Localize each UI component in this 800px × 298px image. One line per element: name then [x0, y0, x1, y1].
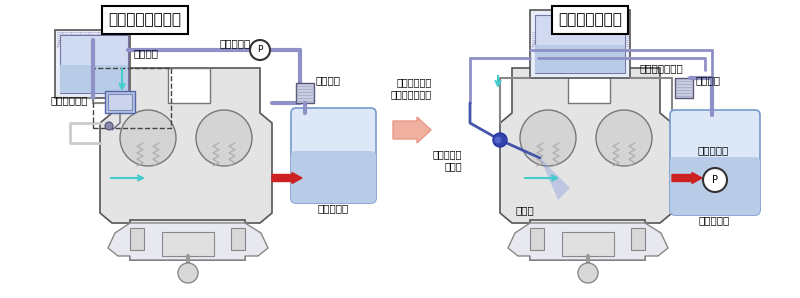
- Text: P: P: [258, 46, 262, 55]
- Bar: [530, 220, 645, 260]
- Bar: [675, 78, 693, 98]
- Text: 燃料タンク: 燃料タンク: [318, 203, 349, 213]
- Circle shape: [494, 136, 502, 144]
- Circle shape: [520, 110, 576, 166]
- Text: デリバリー
パイプ: デリバリー パイプ: [433, 149, 462, 171]
- FancyBboxPatch shape: [670, 157, 760, 215]
- FancyArrow shape: [672, 173, 702, 184]
- FancyArrow shape: [393, 117, 431, 143]
- Bar: [130, 228, 144, 250]
- Polygon shape: [540, 158, 570, 200]
- Bar: [562, 232, 614, 256]
- Polygon shape: [108, 223, 268, 260]
- FancyBboxPatch shape: [670, 110, 760, 215]
- Bar: [105, 91, 135, 113]
- Bar: [108, 94, 132, 110]
- FancyBboxPatch shape: [291, 151, 376, 203]
- Text: 燃料ポンプ: 燃料ポンプ: [220, 38, 251, 48]
- Text: 燃料タンク: 燃料タンク: [698, 215, 730, 225]
- Text: フィルタ: フィルタ: [316, 75, 341, 85]
- Circle shape: [120, 110, 176, 166]
- Bar: [130, 220, 245, 260]
- Polygon shape: [100, 68, 272, 223]
- Text: キャブレター: キャブレター: [50, 95, 88, 105]
- Circle shape: [596, 110, 652, 166]
- Bar: [60, 35, 128, 93]
- Polygon shape: [500, 68, 672, 223]
- Bar: [60, 65, 128, 93]
- Text: ポート噴射方式: ポート噴射方式: [558, 13, 622, 27]
- Circle shape: [578, 263, 598, 283]
- Circle shape: [250, 40, 270, 60]
- FancyArrow shape: [272, 173, 302, 184]
- Bar: [168, 68, 210, 103]
- Bar: [162, 232, 214, 256]
- Bar: [530, 10, 630, 78]
- Bar: [631, 228, 645, 250]
- Circle shape: [178, 263, 198, 283]
- Circle shape: [105, 122, 113, 130]
- Text: キャブレター方式: キャブレター方式: [109, 13, 182, 27]
- Bar: [568, 68, 610, 103]
- Polygon shape: [508, 223, 668, 260]
- Circle shape: [493, 133, 507, 147]
- Bar: [55, 30, 130, 98]
- Bar: [535, 15, 625, 73]
- Text: 噴射弁: 噴射弁: [516, 205, 534, 215]
- Bar: [530, 228, 544, 250]
- Circle shape: [703, 168, 727, 192]
- Bar: [296, 83, 314, 103]
- Text: 燃料ポンプ: 燃料ポンプ: [698, 145, 730, 155]
- Circle shape: [196, 110, 252, 166]
- Text: プレッシャー
レギュレーター: プレッシャー レギュレーター: [391, 77, 432, 99]
- Text: フィルタ: フィルタ: [695, 75, 720, 85]
- FancyBboxPatch shape: [291, 108, 376, 203]
- Bar: [93, 68, 171, 128]
- Bar: [231, 228, 245, 250]
- Bar: [535, 45, 625, 73]
- Text: リターンパイプ: リターンパイプ: [640, 63, 684, 73]
- Text: P: P: [712, 175, 718, 185]
- Text: フロート: フロート: [134, 48, 159, 58]
